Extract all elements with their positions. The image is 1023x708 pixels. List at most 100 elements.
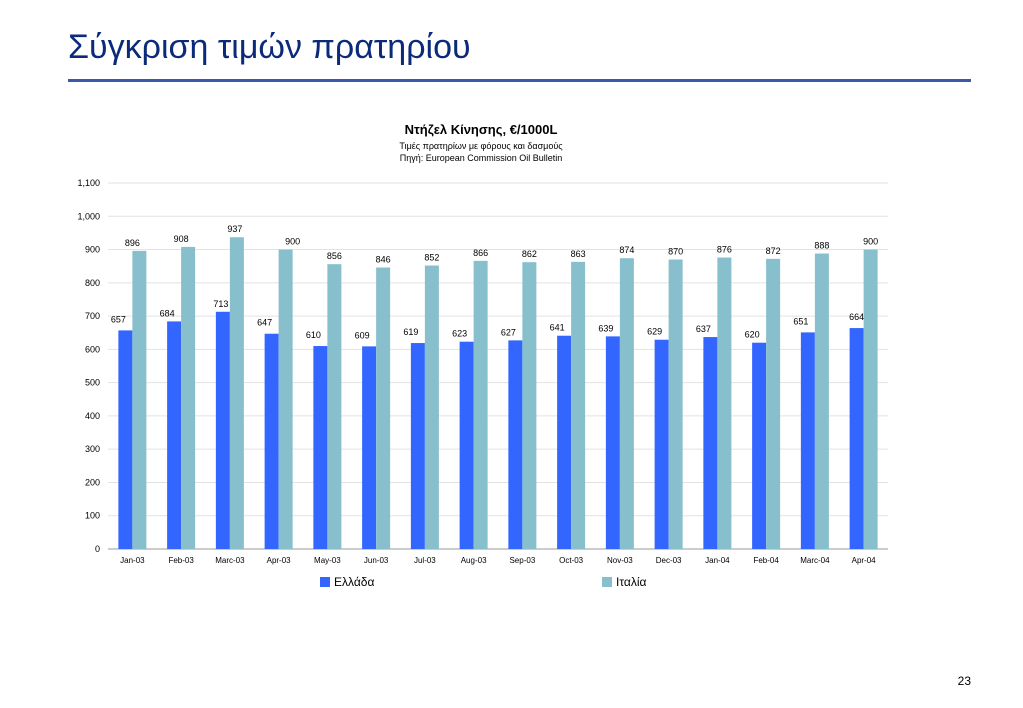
bar-greece bbox=[654, 339, 669, 549]
data-label: 888 bbox=[814, 241, 829, 251]
bar-italy bbox=[766, 258, 781, 549]
y-tick-label: 700 bbox=[85, 311, 100, 321]
y-tick-label: 400 bbox=[85, 411, 100, 421]
legend-label: Ελλάδα bbox=[334, 575, 374, 589]
bar-italy bbox=[717, 257, 732, 549]
y-tick-label: 1,100 bbox=[77, 178, 100, 188]
data-label: 863 bbox=[571, 249, 586, 259]
bar-greece bbox=[410, 343, 425, 549]
data-label: 856 bbox=[327, 251, 342, 261]
bar-italy bbox=[863, 249, 878, 549]
chart-source: Πηγή: European Commission Oil Bulletin bbox=[400, 153, 563, 163]
bar-italy bbox=[376, 267, 391, 549]
data-label: 876 bbox=[717, 245, 732, 255]
data-label: 627 bbox=[501, 327, 516, 337]
data-label: 619 bbox=[403, 327, 418, 337]
x-tick-label: Aug-03 bbox=[461, 556, 487, 565]
bar-greece bbox=[508, 340, 523, 549]
y-tick-label: 100 bbox=[85, 511, 100, 521]
data-label: 637 bbox=[696, 324, 711, 334]
y-tick-label: 500 bbox=[85, 378, 100, 388]
x-tick-label: Jan-03 bbox=[120, 556, 145, 565]
bar-italy bbox=[473, 260, 488, 549]
bar-greece bbox=[459, 341, 474, 549]
chart-subtitle: Τιμές πρατηρίων με φόρους και δασμούς bbox=[399, 141, 563, 151]
x-tick-label: Oct-03 bbox=[559, 556, 584, 565]
data-label: 937 bbox=[227, 224, 242, 234]
y-axis: 0 100 200 300 400 500 600 700 800 900 1,000 1,100 bbox=[77, 178, 888, 554]
bar-italy bbox=[522, 262, 537, 549]
data-label: 620 bbox=[745, 330, 760, 340]
bar-greece bbox=[557, 335, 572, 549]
legend-swatch bbox=[602, 577, 612, 587]
bar-greece bbox=[313, 346, 328, 549]
x-tick-label: May-03 bbox=[314, 556, 341, 565]
bars bbox=[118, 237, 878, 550]
x-tick-label: Marc-04 bbox=[800, 556, 830, 565]
x-tick-label: Feb-03 bbox=[168, 556, 194, 565]
bar-italy bbox=[619, 258, 634, 549]
data-label: 872 bbox=[766, 246, 781, 256]
data-label: 713 bbox=[213, 299, 228, 309]
y-tick-label: 0 bbox=[95, 544, 100, 554]
data-label: 866 bbox=[473, 248, 488, 258]
bar-italy bbox=[327, 264, 342, 549]
bar-greece bbox=[605, 336, 620, 549]
x-axis: Jan-03 Feb-03 Marc-03 Apr-03 May-03 Jun-03 Jul… bbox=[120, 556, 876, 565]
data-label: 900 bbox=[863, 237, 878, 247]
y-tick-label: 900 bbox=[85, 245, 100, 255]
data-label: 664 bbox=[849, 312, 864, 322]
y-tick-label: 1,000 bbox=[77, 211, 100, 221]
bar-italy bbox=[668, 259, 683, 549]
data-label: 870 bbox=[668, 247, 683, 257]
x-tick-label: Jun-03 bbox=[364, 556, 389, 565]
y-tick-label: 300 bbox=[85, 444, 100, 454]
bar-italy bbox=[278, 249, 293, 549]
data-label: 896 bbox=[125, 238, 140, 248]
bar-italy bbox=[424, 265, 439, 549]
x-tick-label: Feb-04 bbox=[753, 556, 779, 565]
data-label: 651 bbox=[793, 316, 808, 326]
data-label: 852 bbox=[424, 253, 439, 263]
page-number: 23 bbox=[957, 674, 971, 688]
data-label: 862 bbox=[522, 249, 537, 259]
title-divider bbox=[68, 79, 971, 82]
legend-item: Ιταλία bbox=[602, 575, 647, 589]
data-label: 629 bbox=[647, 327, 662, 337]
bar-greece bbox=[215, 311, 230, 549]
legend-swatch bbox=[320, 577, 330, 587]
data-label: 900 bbox=[285, 237, 300, 247]
bar-greece bbox=[752, 342, 767, 549]
bar-italy bbox=[229, 237, 244, 549]
y-tick-label: 200 bbox=[85, 477, 100, 487]
bar-greece bbox=[264, 333, 279, 549]
bar-greece bbox=[703, 337, 718, 549]
data-label: 623 bbox=[452, 329, 467, 339]
data-label: 874 bbox=[619, 245, 634, 255]
x-tick-label: Apr-04 bbox=[852, 556, 877, 565]
data-label: 639 bbox=[598, 323, 613, 333]
bar-italy bbox=[571, 261, 586, 549]
y-tick-label: 600 bbox=[85, 344, 100, 354]
data-label: 908 bbox=[174, 234, 189, 244]
bar-greece bbox=[118, 330, 133, 549]
x-tick-label: Jul-03 bbox=[414, 556, 436, 565]
slide-title: Σύγκριση τιμών πρατηρίου bbox=[68, 28, 471, 66]
x-tick-label: Sep-03 bbox=[509, 556, 535, 565]
legend-label: Ιταλία bbox=[616, 575, 647, 589]
x-tick-label: Apr-03 bbox=[267, 556, 292, 565]
bar-italy bbox=[814, 253, 829, 549]
x-tick-label: Dec-03 bbox=[656, 556, 682, 565]
bar-greece bbox=[167, 321, 182, 549]
bar-italy bbox=[132, 250, 147, 550]
x-tick-label: Jan-04 bbox=[705, 556, 730, 565]
legend: Ελλάδα Ιταλία bbox=[320, 575, 647, 589]
data-label: 684 bbox=[160, 308, 175, 318]
chart-title: Ντήζελ Κίνησης, €/1000L bbox=[405, 122, 558, 137]
bar-greece bbox=[849, 328, 864, 549]
x-tick-label: Marc-03 bbox=[215, 556, 245, 565]
y-tick-label: 800 bbox=[85, 278, 100, 288]
legend-item: Ελλάδα bbox=[320, 575, 374, 589]
x-tick-label: Nov-03 bbox=[607, 556, 633, 565]
